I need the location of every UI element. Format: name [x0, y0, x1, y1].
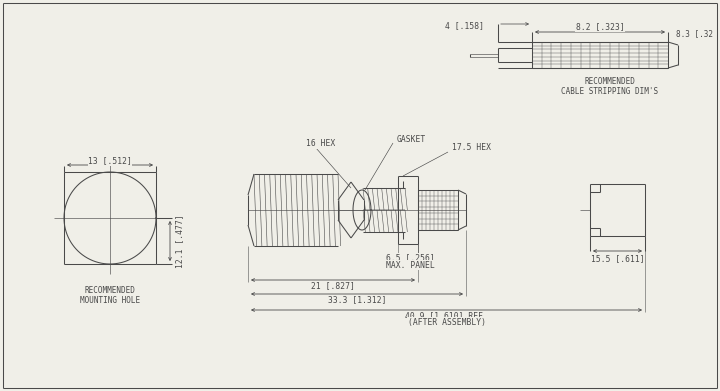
Text: MAX. PANEL: MAX. PANEL — [386, 260, 434, 269]
Text: 4 [.158]: 4 [.158] — [445, 22, 484, 30]
Text: 13 [.512]: 13 [.512] — [88, 156, 132, 165]
Text: 12.1 [.477]: 12.1 [.477] — [176, 214, 184, 268]
Text: RECOMMENDED
CABLE STRIPPING DIM'S: RECOMMENDED CABLE STRIPPING DIM'S — [562, 77, 659, 97]
Text: RECOMMENDED
MOUNTING HOLE: RECOMMENDED MOUNTING HOLE — [80, 286, 140, 305]
Text: 21 [.827]: 21 [.827] — [311, 282, 355, 291]
Text: 16 HEX: 16 HEX — [306, 140, 336, 149]
Text: 33.3 [1.312]: 33.3 [1.312] — [328, 296, 386, 305]
Text: 8.2 [.323]: 8.2 [.323] — [575, 23, 624, 32]
Text: 8.3 [.32: 8.3 [.32 — [676, 29, 713, 38]
Text: 40.9 [1.610] REF.: 40.9 [1.610] REF. — [405, 312, 488, 321]
Text: 15.5 [.611]: 15.5 [.611] — [590, 255, 644, 264]
Text: GASKET: GASKET — [397, 135, 426, 143]
Text: 6.5 [.256]: 6.5 [.256] — [386, 253, 434, 262]
Text: (AFTER ASSEMBLY): (AFTER ASSEMBLY) — [408, 317, 485, 326]
Text: 17.5 HEX: 17.5 HEX — [452, 143, 491, 152]
